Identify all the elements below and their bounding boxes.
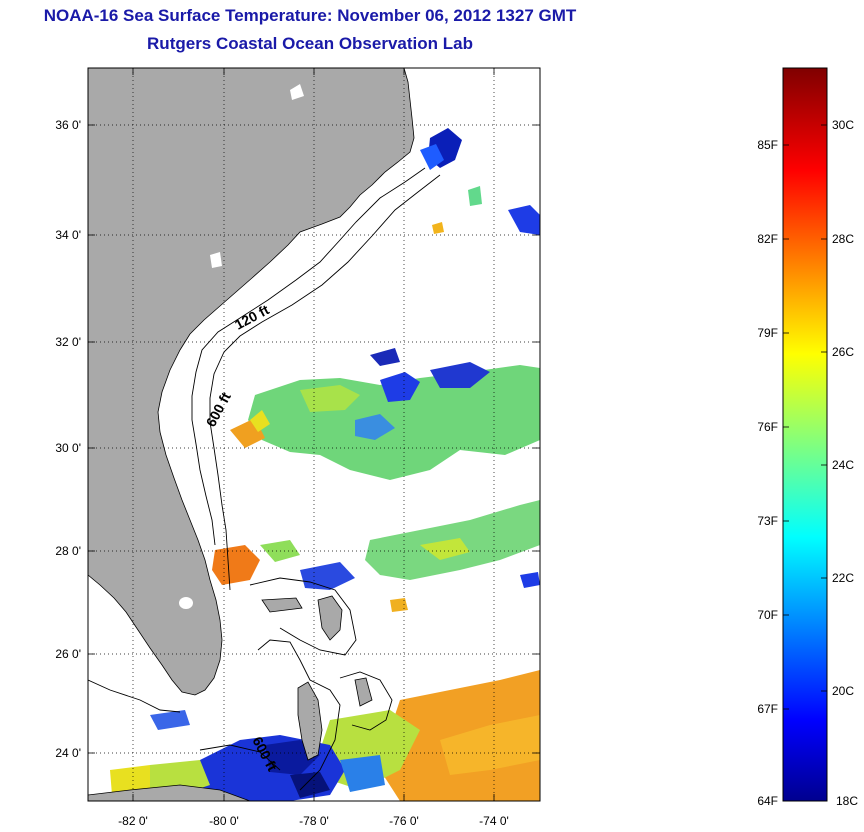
colorbar-c-label: 30C <box>832 118 854 132</box>
landmasses <box>88 68 415 801</box>
eleuthera-island <box>354 677 373 707</box>
lat-tick-label: 34 0' <box>55 228 81 242</box>
colorbar-fahrenheit-labels: 85F 82F 79F 76F 73F 70F 67F 64F <box>757 138 778 808</box>
lake-okeechobee <box>179 597 193 609</box>
lon-tick-label: -82 0' <box>118 814 148 828</box>
colorbar-c-label: 22C <box>832 571 854 585</box>
sst-patch <box>290 772 330 798</box>
lon-tick-label: -78 0' <box>299 814 329 828</box>
lon-tick-label: -80 0' <box>209 814 239 828</box>
andros-island <box>297 681 323 761</box>
colorbar-c-label: 20C <box>832 684 854 698</box>
sst-patches <box>110 128 540 801</box>
sst-patch <box>420 538 470 560</box>
colorbar-f-label: 64F <box>757 794 778 808</box>
sst-patch <box>150 710 190 730</box>
grand-bahama-island <box>261 597 303 613</box>
contour-line <box>257 639 341 791</box>
lat-tick-label: 28 0' <box>55 544 81 558</box>
colorbar-f-label: 76F <box>757 420 778 434</box>
sst-patch <box>110 765 150 795</box>
sst-patch <box>212 545 260 585</box>
colorbar-ticks <box>783 124 827 710</box>
colorbar-celsius-labels: 30C 28C 26C 24C 22C 20C 18C <box>832 118 858 808</box>
lake <box>290 84 304 100</box>
sst-patch <box>520 572 540 588</box>
abaco-island <box>317 595 343 641</box>
contour-line <box>88 679 181 713</box>
colorbar-c-label: 28C <box>832 232 854 246</box>
us-southeast-coast-land <box>88 68 415 696</box>
lon-tick-label: -76 0' <box>389 814 419 828</box>
sst-patch <box>380 372 420 402</box>
colorbar-f-label: 67F <box>757 702 778 716</box>
sst-patch <box>440 715 540 775</box>
sst-patch <box>468 186 482 206</box>
lat-tick-label: 26 0' <box>55 647 81 661</box>
colorbar-c-label: 26C <box>832 345 854 359</box>
lat-tick-label: 36 0' <box>55 118 81 132</box>
colorbar-f-label: 79F <box>757 326 778 340</box>
sst-patch <box>340 755 385 792</box>
axis-ticks <box>88 68 540 801</box>
cuba-coast <box>88 784 251 801</box>
colorbar-f-label: 82F <box>757 232 778 246</box>
lake <box>210 252 222 268</box>
sst-patch <box>250 410 270 432</box>
contour-line <box>199 744 281 771</box>
sst-patch <box>430 362 490 388</box>
lon-tick-labels: -82 0' -80 0' -78 0' -76 0' -74 0' <box>118 814 509 828</box>
sst-patch <box>432 222 444 234</box>
sst-patch <box>420 144 444 170</box>
sst-patch <box>390 598 408 612</box>
colorbar-c-label: 18C <box>836 794 858 808</box>
sst-patch <box>508 205 540 235</box>
lat-tick-label: 24 0' <box>55 746 81 760</box>
colorbar-c-label: 24C <box>832 458 854 472</box>
colorbar <box>782 67 828 802</box>
lat-tick-labels: 24 0' 26 0' 28 0' 30 0' 32 0' 34 0' 36 0… <box>55 118 81 760</box>
contour-line <box>339 671 393 731</box>
colorbar-f-label: 85F <box>757 138 778 152</box>
colorbar-f-label: 73F <box>757 514 778 528</box>
contour-line <box>249 577 357 656</box>
sst-patch <box>370 348 400 366</box>
colorbar-f-label: 70F <box>757 608 778 622</box>
grid-lines <box>88 68 540 801</box>
map-title: NOAA-16 Sea Surface Temperature: Novembe… <box>43 6 577 25</box>
lat-tick-label: 32 0' <box>55 335 81 349</box>
contour-120ft <box>191 167 426 546</box>
sst-patch <box>355 414 395 440</box>
sst-patch <box>300 385 360 412</box>
lon-tick-label: -74 0' <box>479 814 509 828</box>
lat-tick-label: 30 0' <box>55 441 81 455</box>
map-subtitle: Rutgers Coastal Ocean Observation Lab <box>147 34 473 53</box>
